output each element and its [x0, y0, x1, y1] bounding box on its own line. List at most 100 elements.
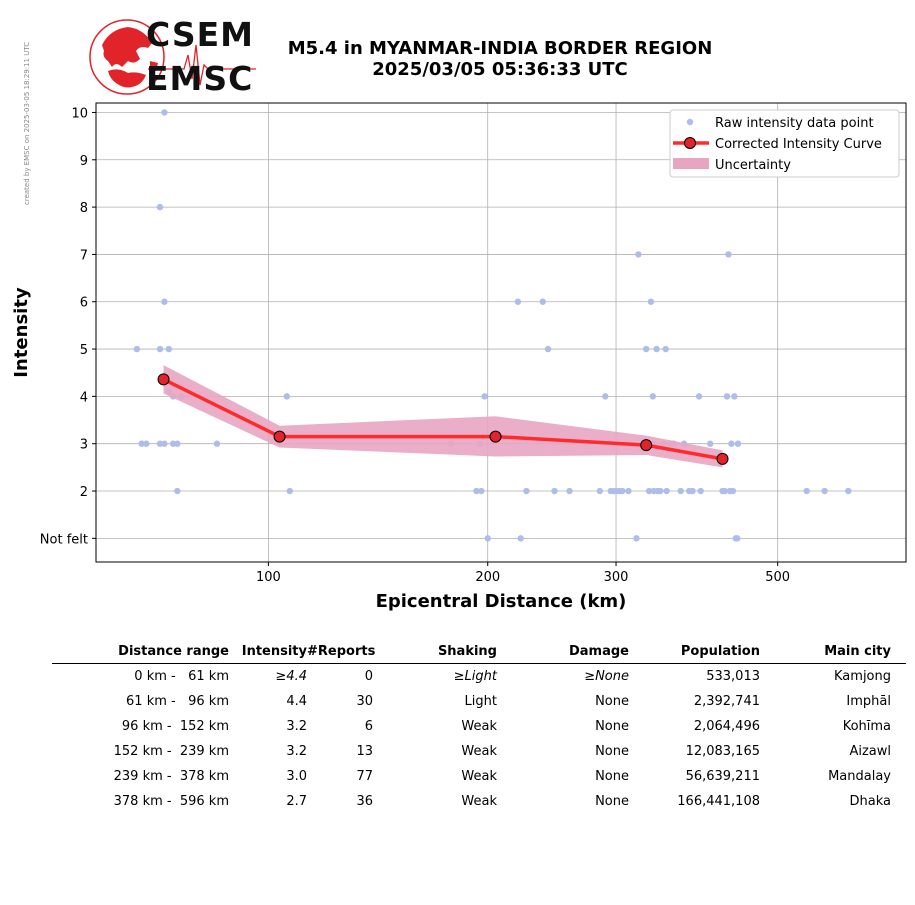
legend-box — [669, 109, 900, 178]
cell-distance: 378 km - 596 km — [113, 794, 229, 809]
cell-reports: 30 — [356, 694, 373, 709]
cell-distance: 152 km - 239 km — [113, 744, 229, 759]
cell-distance: 0 km - 61 km — [126, 669, 229, 684]
table-row: 96 km - 152 km 3.2 6 Weak None 2,064,496… — [52, 714, 906, 739]
title-line-1: M5.4 in MYANMAR-INDIA BORDER REGION — [287, 38, 713, 59]
cell-population: 533,013 — [706, 669, 760, 684]
header-shaking: Shaking — [437, 644, 497, 659]
raw-data-point — [662, 345, 669, 353]
cell-shaking: Weak — [461, 719, 497, 734]
raw-data-point — [514, 298, 522, 305]
raw-data-point — [143, 440, 150, 447]
uncertainty-band — [163, 365, 723, 468]
plot-frame — [95, 102, 907, 563]
cell-distance: 96 km - 152 km — [117, 719, 229, 734]
header-main-city: Main city — [824, 644, 891, 659]
raw-data-point — [689, 487, 696, 495]
cell-population: 56,639,211 — [685, 769, 760, 784]
raw-data-point — [213, 440, 221, 447]
raw-data-point — [657, 487, 664, 495]
raw-data-point — [484, 535, 491, 542]
table-row: 152 km - 239 km 3.2 13 Weak None 12,083,… — [52, 739, 906, 764]
curve-marker — [716, 452, 729, 465]
cell-shaking: Weak — [461, 794, 497, 809]
cell-damage: None — [595, 744, 629, 759]
raw-data-point — [663, 487, 670, 495]
x-tick-label: 300 — [604, 570, 629, 585]
cell-damage: None — [595, 694, 629, 709]
curve-marker — [273, 430, 286, 443]
raw-data-point — [283, 393, 291, 400]
raw-data-point — [138, 440, 145, 447]
raw-data-point — [156, 440, 164, 447]
y-tick-label: Not felt — [40, 532, 88, 547]
x-tick-label: 500 — [765, 570, 790, 585]
cell-damage: None — [595, 769, 629, 784]
raw-data-point — [697, 487, 704, 495]
table-row: 378 km - 596 km 2.7 36 Weak None 166,441… — [52, 789, 906, 814]
cell-main-city: Aizawl — [849, 744, 891, 759]
raw-data-point — [625, 487, 632, 495]
raw-data-point — [286, 487, 293, 495]
curve-marker — [640, 439, 653, 452]
raw-data-point — [596, 487, 604, 495]
table-row: 239 km - 378 km 3.0 77 Weak None 56,639,… — [52, 764, 906, 789]
raw-data-point — [161, 440, 168, 447]
title-line-2: 2025/03/05 05:36:33 UTC — [372, 59, 628, 80]
table-row: 61 km - 96 km 4.4 30 Light None 2,392,74… — [52, 689, 906, 714]
legend-curve-marker — [684, 137, 696, 149]
raw-data-point — [523, 487, 530, 495]
cell-damage: ≥None — [584, 669, 629, 684]
chart-title: M5.4 in MYANMAR-INDIA BORDER REGION 2025… — [255, 38, 745, 80]
cell-distance: 239 km - 378 km — [113, 769, 229, 784]
raw-data-point — [803, 487, 810, 495]
raw-data-point — [728, 440, 735, 447]
x-axis-label: Epicentral Distance (km) — [376, 591, 627, 612]
table-header-row: Distance range Intensity #Reports Shakin… — [52, 640, 906, 664]
cell-shaking: Weak — [461, 744, 497, 759]
legend-uncertainty-swatch — [673, 158, 709, 169]
raw-data-point — [481, 393, 488, 400]
raw-data-point — [619, 487, 626, 495]
raw-data-point — [551, 487, 558, 495]
header-distance: Distance range — [118, 644, 229, 659]
legend-raw-marker — [686, 118, 694, 126]
raw-data-point — [734, 440, 742, 447]
cell-damage: None — [595, 794, 629, 809]
cell-reports: 36 — [356, 794, 373, 809]
raw-data-point — [156, 203, 164, 211]
raw-data-point — [156, 345, 164, 353]
raw-data-point — [635, 251, 642, 258]
raw-data-point — [633, 535, 640, 542]
raw-data-point — [174, 487, 181, 495]
y-tick-label: 4 — [80, 390, 88, 405]
y-tick-label: 5 — [80, 343, 88, 358]
raw-data-point — [821, 487, 828, 495]
x-tick-label: 100 — [256, 570, 281, 585]
cell-shaking: Light — [464, 694, 497, 709]
raw-data-point — [721, 487, 728, 495]
cell-damage: None — [595, 719, 629, 734]
cell-intensity: ≥4.4 — [275, 669, 307, 684]
header-damage: Damage — [568, 644, 629, 659]
intensity-table: Distance range Intensity #Reports Shakin… — [52, 640, 906, 814]
raw-data-point — [165, 345, 172, 353]
cell-intensity: 3.2 — [286, 744, 307, 759]
y-tick-label: 7 — [80, 248, 88, 263]
world-globe-icon — [89, 19, 256, 95]
raw-data-point — [845, 487, 852, 495]
raw-data-point — [729, 487, 737, 495]
raw-data-point — [649, 393, 657, 400]
cell-population: 2,064,496 — [693, 719, 760, 734]
curve-marker — [157, 373, 170, 386]
cell-reports: 0 — [364, 669, 373, 684]
raw-data-point — [645, 487, 653, 495]
raw-data-point — [517, 535, 524, 542]
raw-data-point — [695, 393, 703, 400]
cell-intensity: 3.2 — [286, 719, 307, 734]
raw-data-point — [544, 345, 552, 353]
cell-reports: 13 — [356, 744, 373, 759]
legend-label: Corrected Intensity Curve — [715, 137, 882, 152]
cell-main-city: Kamjong — [834, 669, 891, 684]
raw-data-point — [478, 487, 485, 495]
